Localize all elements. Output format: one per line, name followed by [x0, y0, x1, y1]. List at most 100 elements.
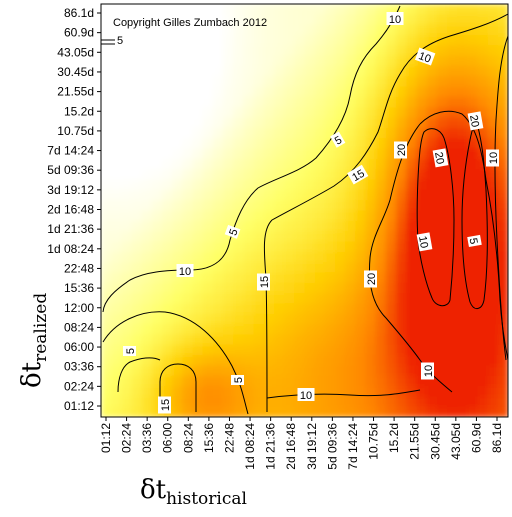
contour-label-text: 10	[300, 390, 312, 402]
contour-line-15c	[485, 179, 508, 361]
x-axis-symbol: δt	[140, 475, 167, 505]
x-tick-label: 7d 14:24	[346, 423, 360, 470]
y-tick-label: 15:36	[64, 281, 94, 295]
contour-label-text: 10	[416, 235, 430, 249]
x-axis-title: δthistorical	[140, 475, 247, 509]
y-tick-label: 12:00	[64, 301, 94, 315]
contour-label-bg	[364, 270, 377, 288]
y-tick-label: 86.1d	[64, 6, 94, 20]
contour-label-text: 10	[488, 152, 500, 164]
contour-label: 5	[115, 33, 125, 47]
contour-label: 20	[467, 111, 484, 131]
x-tick-label: 3d 19:12	[305, 423, 319, 470]
contour-label-text: 5	[227, 227, 240, 237]
contour-line-20b	[461, 118, 488, 309]
contour-label: 10	[386, 12, 404, 26]
contour-label: 10	[421, 362, 435, 380]
contour-label-text: 10	[423, 365, 435, 377]
contour-label-bg	[486, 149, 499, 167]
x-tick-label: 30.45d	[428, 423, 442, 460]
contour-label: 5	[123, 346, 137, 356]
contour-label-text: 5	[117, 35, 123, 47]
y-tick-label: 06:00	[64, 340, 94, 354]
y-tick-label: 1d 21:36	[47, 222, 94, 236]
y-tick-label: 1d 08:24	[47, 242, 94, 256]
y-tick-label: 10.75d	[57, 124, 94, 138]
x-tick-label: 03:36	[140, 423, 154, 453]
x-axis-subscript: historical	[166, 489, 247, 509]
contour-label-text: 10	[417, 50, 433, 65]
contour-line-10c	[117, 357, 161, 393]
contour-label-bg	[330, 131, 346, 148]
contour-line-10d	[266, 389, 421, 399]
y-axis-symbol: δt	[17, 361, 47, 388]
contour-label-bg	[257, 273, 270, 291]
contour-label-text: 5	[333, 134, 344, 147]
contour-label-bg	[394, 141, 407, 159]
svg-text:δtrealized: δtrealized	[17, 293, 51, 388]
contour-label: 5	[467, 234, 482, 247]
contour-label-bg	[432, 148, 449, 168]
svg-text:δthistorical: δthistorical	[140, 475, 247, 509]
contour-label-bg	[115, 33, 125, 46]
x-axis-ticks: 01:12 02:24 03:36 06:00 08:24 15:36 22:48 1d 08…	[99, 417, 504, 470]
contour-line-15b	[419, 110, 487, 181]
x-tick-label: 43.05d	[449, 423, 463, 460]
contour-line-10b	[102, 311, 249, 415]
contour-labels: 10 5 5 10 5 5 10 15 15 20 20 20 20 10 5 10 15 10 10 5	[115, 12, 500, 414]
contour-label-text: 20	[432, 151, 446, 165]
contour-label: 20	[432, 148, 449, 168]
contour-label-bg	[297, 388, 315, 401]
contour-label-text: 20	[396, 144, 408, 156]
y-tick-label: 08:24	[64, 320, 94, 334]
y-axis-subscript: realized	[31, 293, 51, 362]
y-tick-label: 15.2d	[64, 104, 94, 118]
y-tick-label: 22:48	[64, 261, 94, 275]
contour-label-bg	[414, 47, 436, 66]
x-tick-label: 5d 09:36	[325, 423, 339, 470]
x-tick-label: 22:48	[222, 423, 236, 453]
contour-label-text: 10	[389, 14, 401, 26]
x-tick-label: 02:24	[120, 423, 134, 453]
contour-label-bg	[467, 234, 482, 247]
y-tick-label: 21.55d	[57, 85, 94, 99]
contour-label-text: 15	[350, 168, 367, 185]
heat-field	[101, 4, 508, 417]
x-tick-label: 15:36	[202, 423, 216, 453]
x-tick-label: 06:00	[161, 423, 175, 453]
contour-label-bg	[347, 164, 369, 185]
contour-label-text: 15	[160, 399, 172, 411]
contour-label-text: 20	[467, 114, 481, 128]
contour-label-text: 10	[179, 266, 191, 278]
contour-label-text: 15	[259, 276, 271, 288]
contour-label-text: 20	[366, 273, 378, 285]
contour-label: 5	[224, 224, 241, 239]
x-tick-label: 08:24	[181, 423, 195, 453]
y-tick-label: 43.05d	[57, 45, 94, 59]
x-tick-label: 60.9d	[469, 423, 483, 453]
y-tick-label: 03:36	[64, 360, 94, 374]
x-tick-label: 15.2d	[387, 423, 401, 453]
contour-label-text: 5	[467, 237, 480, 245]
contour-label: 5	[231, 375, 245, 385]
x-tick-label: 21.55d	[408, 423, 422, 460]
x-tick-label: 10.75d	[367, 423, 381, 460]
contour-label: 15	[257, 273, 271, 291]
contour-line-5a	[102, 5, 401, 313]
contour-label: 20	[394, 141, 408, 159]
copyright-annotation: Copyright Gilles Zumbach 2012	[113, 17, 267, 29]
y-tick-label: 2d 16:48	[47, 203, 94, 217]
contour-label: 10	[486, 149, 500, 167]
y-tick-label: 3d 19:12	[47, 183, 94, 197]
contour-label-bg	[416, 232, 433, 252]
y-tick-label: 02:24	[64, 379, 94, 393]
contour-label-text: 5	[233, 377, 245, 383]
contour-label: 20	[364, 270, 378, 288]
y-axis-ticks: 01:12 02:24 03:36 06:00 08:24 12:00 15:36 22:48…	[47, 6, 101, 413]
y-tick-label: 5d 09:36	[47, 163, 94, 177]
contour-label-bg	[467, 111, 484, 131]
y-tick-label: 01:12	[64, 399, 94, 413]
contour-label-bg	[176, 264, 194, 277]
contour-label-bg	[158, 396, 171, 414]
